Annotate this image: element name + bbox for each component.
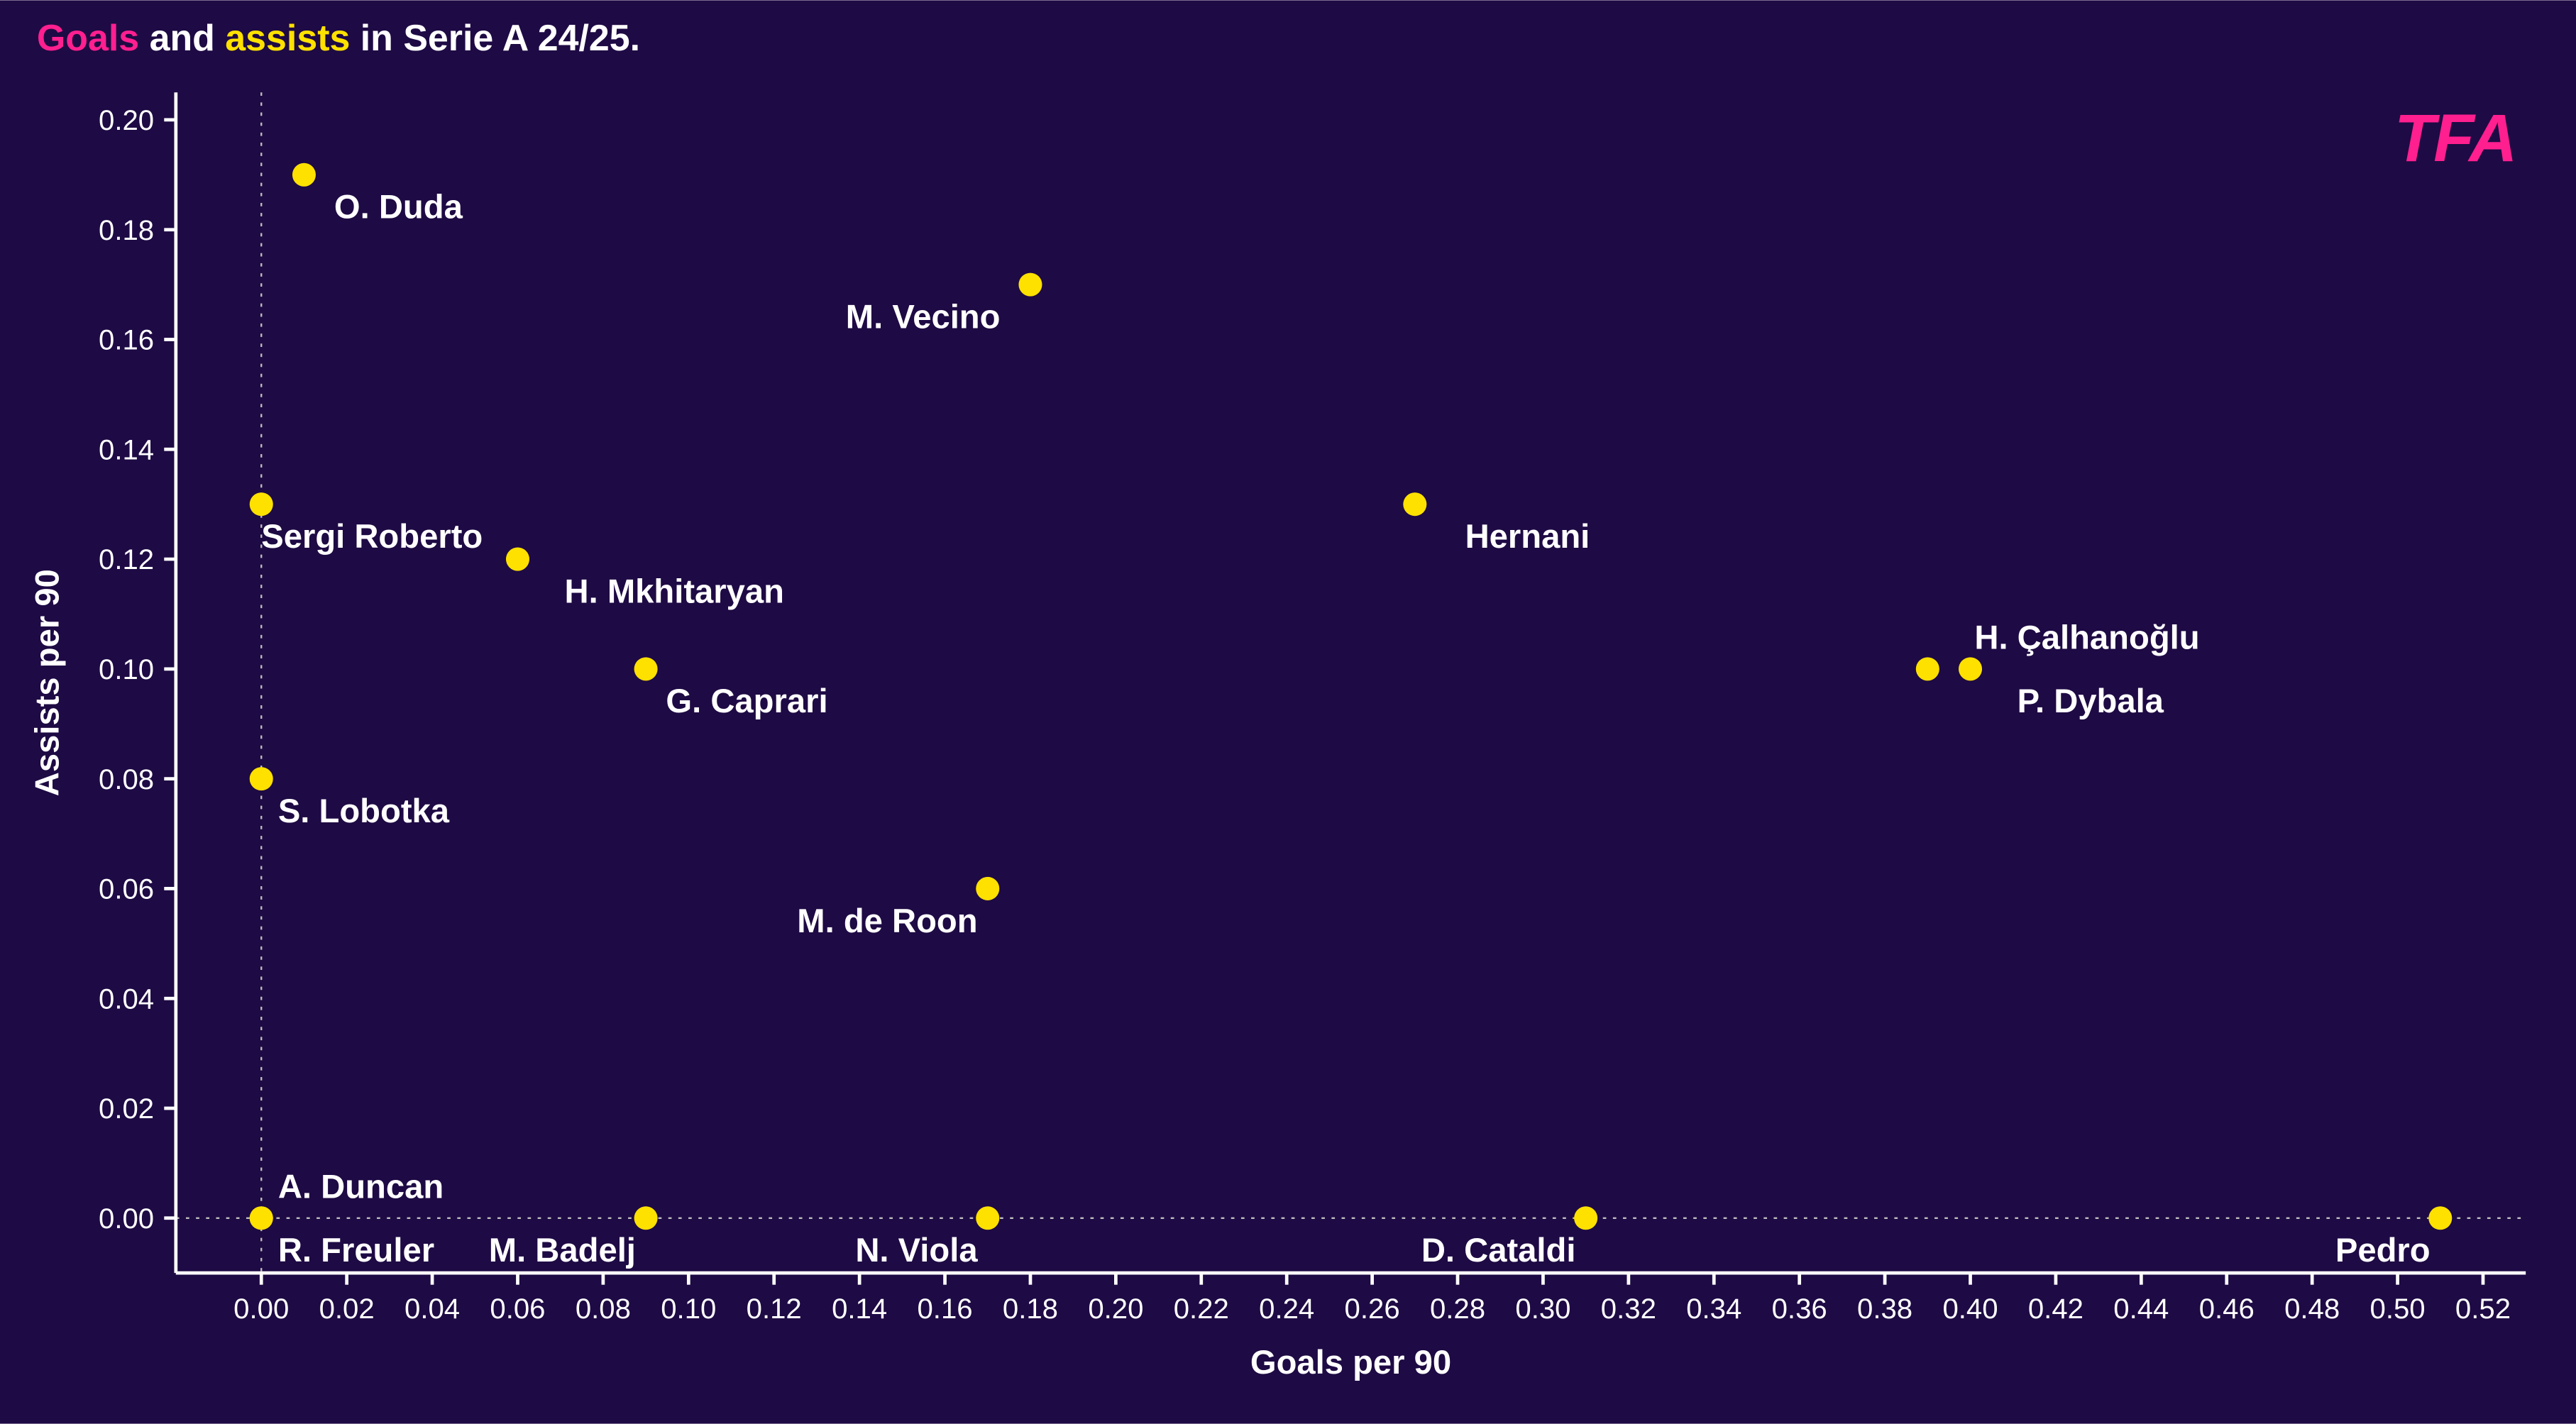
x-tick-label: 0.48 <box>2284 1293 2340 1325</box>
data-point <box>2428 1206 2452 1230</box>
y-tick-label: 0.10 <box>99 653 154 685</box>
data-point <box>634 1206 658 1230</box>
x-tick-label: 0.00 <box>233 1293 289 1325</box>
x-axis-label: Goals per 90 <box>1250 1344 1451 1381</box>
y-tick-label: 0.08 <box>99 763 154 795</box>
x-tick-label: 0.34 <box>1686 1293 1741 1325</box>
x-tick-label: 0.46 <box>2199 1293 2255 1325</box>
x-tick-label: 0.32 <box>1601 1293 1656 1325</box>
x-tick-label: 0.14 <box>832 1293 887 1325</box>
data-point <box>976 1206 999 1230</box>
x-tick-label: 0.42 <box>2028 1293 2084 1325</box>
y-tick-label: 0.18 <box>99 214 154 246</box>
chart-title: Goals and assists in Serie A 24/25. <box>37 18 640 59</box>
data-point <box>250 492 273 516</box>
x-tick-label: 0.38 <box>1857 1293 1912 1325</box>
x-tick-label: 0.10 <box>661 1293 716 1325</box>
y-tick-label: 0.16 <box>99 324 154 356</box>
data-point <box>1959 657 1982 680</box>
point-label: R. Freuler <box>278 1232 434 1269</box>
data-point <box>292 163 316 187</box>
x-tick-label: 0.12 <box>747 1293 802 1325</box>
x-tick-label: 0.20 <box>1088 1293 1143 1325</box>
data-point <box>1018 273 1042 297</box>
brand-logo: TFA <box>2394 101 2516 176</box>
x-tick-label: 0.28 <box>1430 1293 1485 1325</box>
x-tick-label: 0.26 <box>1345 1293 1400 1325</box>
x-tick-label: 0.30 <box>1515 1293 1570 1325</box>
x-tick-label: 0.06 <box>490 1293 545 1325</box>
y-axis-label: Assists per 90 <box>29 569 67 796</box>
point-label: H. Mkhitaryan <box>565 573 784 610</box>
y-tick-label: 0.02 <box>99 1093 154 1125</box>
data-point <box>506 548 529 571</box>
point-label: G. Caprari <box>666 683 827 720</box>
y-tick-label: 0.04 <box>99 983 154 1015</box>
point-label: P. Dybala <box>2018 683 2164 720</box>
point-label: Sergi Roberto <box>261 518 483 556</box>
y-tick-label: 0.12 <box>99 543 154 575</box>
chart-container: Goals and assists in Serie A 24/25. TFA 0.… <box>0 0 2576 1424</box>
data-point <box>1403 492 1426 516</box>
x-tick-label: 0.02 <box>319 1293 375 1325</box>
data-point <box>976 877 999 900</box>
x-tick-label: 0.50 <box>2370 1293 2426 1325</box>
y-tick-label: 0.20 <box>99 104 154 136</box>
x-tick-label: 0.24 <box>1259 1293 1314 1325</box>
point-label: Pedro <box>2335 1232 2431 1269</box>
point-label: H. Çalhanoğlu <box>1974 619 2199 657</box>
x-tick-label: 0.52 <box>2455 1293 2511 1325</box>
point-label: D. Cataldi <box>1421 1232 1576 1269</box>
point-label: S. Lobotka <box>278 793 450 830</box>
x-tick-label: 0.08 <box>576 1293 631 1325</box>
point-label: M. Badelj <box>489 1232 636 1269</box>
point-label: M. de Roon <box>797 903 977 940</box>
x-tick-label: 0.04 <box>404 1293 460 1325</box>
x-tick-label: 0.44 <box>2113 1293 2169 1325</box>
point-label: N. Viola <box>855 1232 978 1269</box>
x-tick-label: 0.16 <box>918 1293 973 1325</box>
point-label: A. Duncan <box>278 1168 444 1205</box>
point-label: O. Duda <box>334 189 463 226</box>
data-point <box>1916 657 1939 680</box>
data-point <box>250 1206 273 1230</box>
point-label: M. Vecino <box>846 298 1001 336</box>
y-tick-label: 0.06 <box>99 873 154 905</box>
y-tick-label: 0.14 <box>99 434 154 465</box>
x-tick-label: 0.22 <box>1174 1293 1229 1325</box>
y-tick-label: 0.00 <box>99 1203 154 1235</box>
data-point <box>1574 1206 1597 1230</box>
point-label: Hernani <box>1465 518 1590 556</box>
x-tick-label: 0.40 <box>1942 1293 1998 1325</box>
data-point <box>634 657 658 680</box>
x-tick-label: 0.18 <box>1003 1293 1058 1325</box>
chart-svg: Goals and assists in Serie A 24/25. TFA 0.… <box>0 0 2576 1424</box>
data-point <box>250 767 273 790</box>
x-tick-label: 0.36 <box>1772 1293 1827 1325</box>
